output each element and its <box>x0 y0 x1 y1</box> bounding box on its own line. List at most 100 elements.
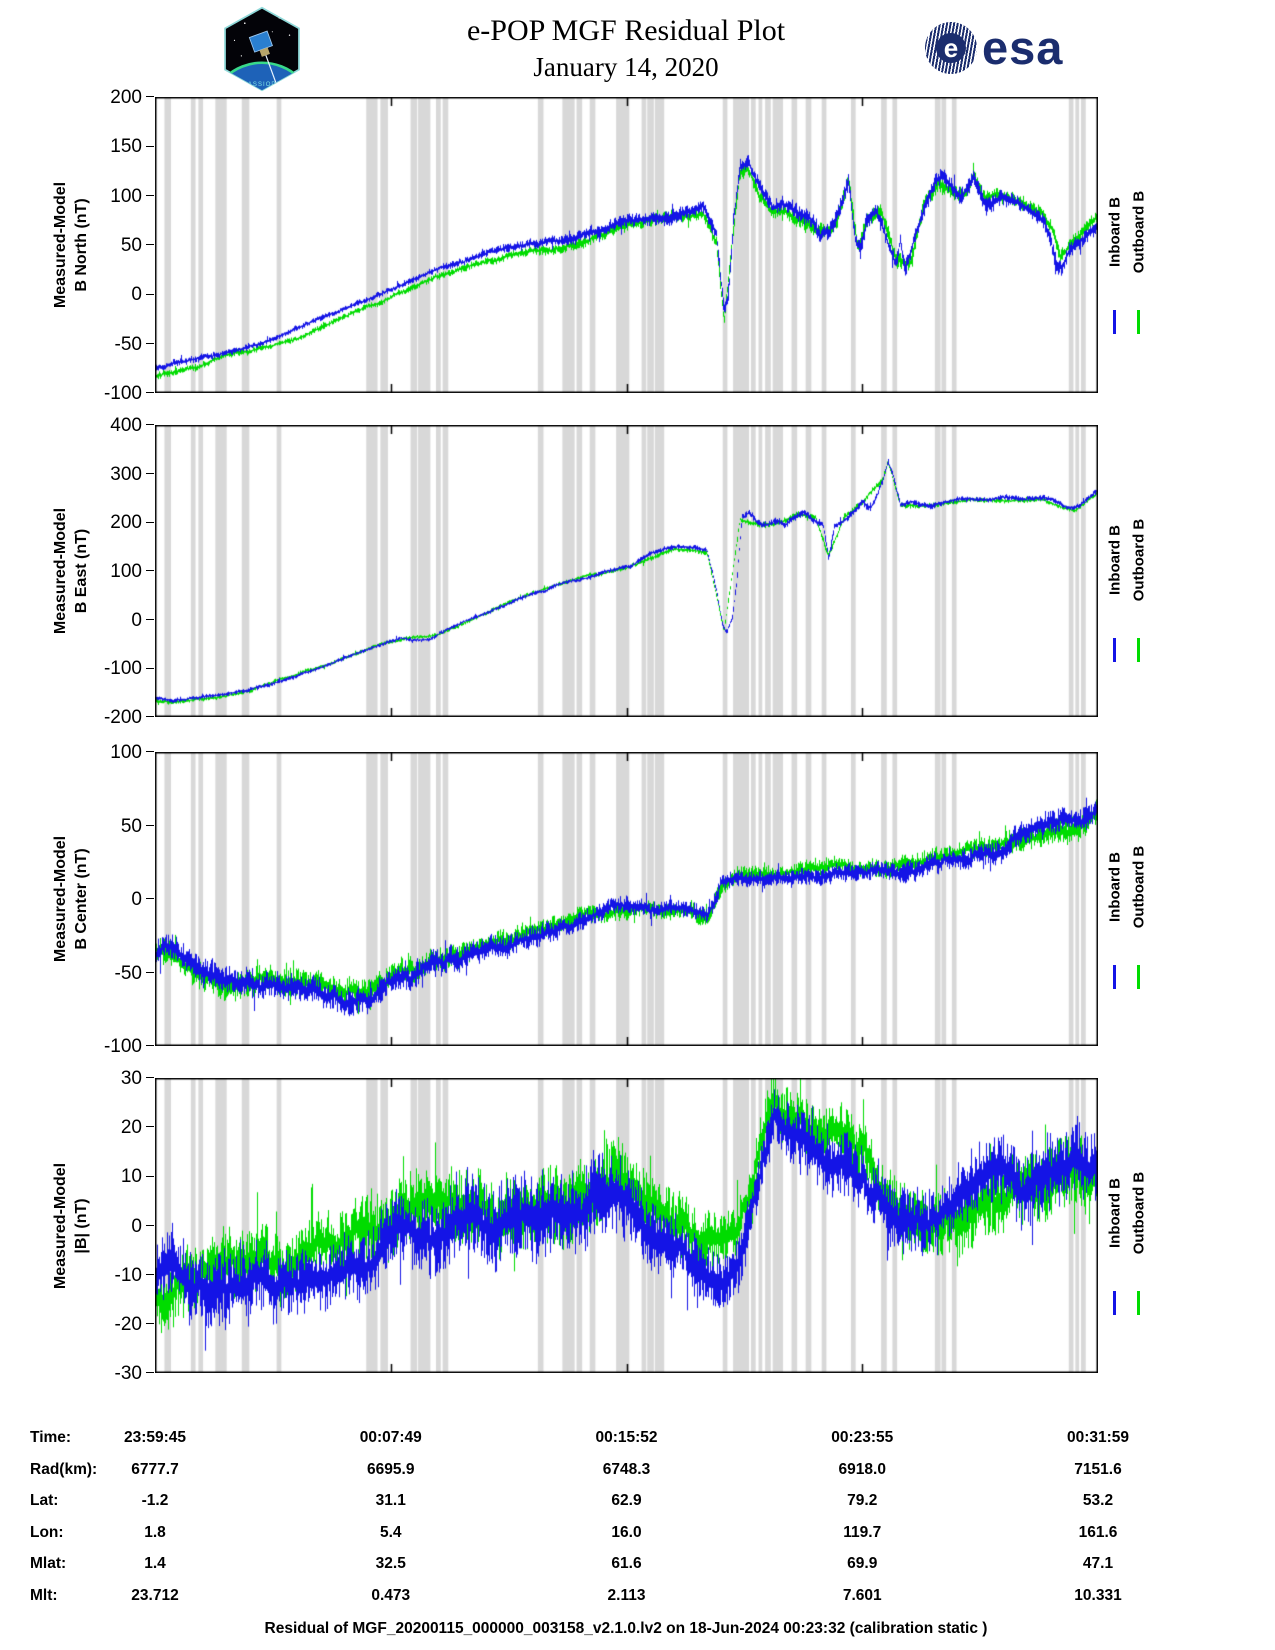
y-tick-mark <box>146 145 154 147</box>
table-cell: 53.2 <box>1082 1492 1114 1509</box>
y-tick-label: 100 <box>110 561 142 582</box>
y-tick-label: 0 <box>131 609 142 631</box>
y-tick-mark <box>146 1175 154 1177</box>
panel-b-center <box>155 752 1098 1046</box>
y-tick-mark <box>146 244 154 246</box>
table-cell: 69.9 <box>847 1555 878 1572</box>
table-cell: 1.8 <box>144 1523 166 1541</box>
y-tick-mark <box>146 1323 154 1325</box>
ylabel-line: Measured-Model <box>52 1162 70 1290</box>
y-tick-mark <box>146 1273 154 1275</box>
legend-inboard-label: Inboard B <box>1106 852 1124 922</box>
y-tick-mark <box>146 824 154 826</box>
patch-satellite <box>248 30 277 84</box>
ylabel-line: Measured-Model <box>52 507 70 635</box>
table-row-label: Lon: <box>30 1523 64 1541</box>
y-tick-mark <box>146 342 154 344</box>
table-cell: 5.4 <box>379 1523 402 1541</box>
table-cell: 119.7 <box>843 1523 882 1541</box>
legend-inboard-marker <box>1113 638 1116 662</box>
legend-outboard-marker <box>1137 965 1140 989</box>
table-cell: 00:07:49 <box>359 1429 422 1446</box>
y-tick-label: 30 <box>120 1068 142 1089</box>
y-tick-mark <box>146 1224 154 1226</box>
esa-logo: e esa <box>920 20 1080 80</box>
table-cell: 7151.6 <box>1074 1460 1122 1478</box>
legend-outboard-marker <box>1137 310 1140 334</box>
table-cell: 10.331 <box>1074 1586 1122 1604</box>
panel-b-magnitude-canvas <box>155 1078 1098 1373</box>
legend-outboard-marker <box>1137 1291 1140 1315</box>
panel-b-magnitude <box>155 1078 1098 1373</box>
y-tick-label: 200 <box>110 512 142 534</box>
legend-panel-4: Inboard B Outboard B <box>1098 1078 1160 1333</box>
table-cell: 23:59:45 <box>123 1429 187 1446</box>
y-tick-label: -50 <box>114 333 142 355</box>
panel-b-east-canvas <box>155 425 1098 717</box>
y-tick-label: 100 <box>110 742 142 763</box>
table-row-label: Rad(km): <box>30 1460 98 1478</box>
table-cell: 47.1 <box>1082 1555 1114 1572</box>
y-tick-mark <box>146 716 154 718</box>
y-tick-label: 400 <box>110 415 142 436</box>
y-tick-mark <box>146 293 154 295</box>
cassiope-mission-patch: CASSIOPE <box>224 6 300 92</box>
y-tick-mark <box>146 472 154 474</box>
y-tick-label: -10 <box>114 1264 142 1286</box>
legend-panel-1: Inboard B Outboard B <box>1098 97 1160 352</box>
y-tick-mark <box>146 424 154 426</box>
table-cell: 6748.3 <box>602 1460 651 1478</box>
y-tick-mark <box>146 96 154 98</box>
panel-b-north-canvas <box>155 97 1098 393</box>
ylabel-line: Measured-Model <box>52 181 70 309</box>
table-cell: 00:15:52 <box>595 1429 658 1446</box>
esa-wordmark: esa <box>982 21 1064 74</box>
patch-aurora <box>225 61 299 91</box>
table-cell: 6918.0 <box>838 1460 886 1478</box>
y-tick-label: 150 <box>110 136 142 158</box>
legend-outboard-label: Outboard B <box>1130 190 1148 274</box>
y-tick-mark <box>146 971 154 973</box>
patch-label: CASSIOPE <box>242 82 281 88</box>
legend-outboard-label: Outboard B <box>1130 518 1148 602</box>
y-tick-mark <box>146 898 154 900</box>
title-block: e-POP MGF Residual Plot January 14, 2020 <box>467 14 785 83</box>
panel-b-north <box>155 97 1098 393</box>
panel-b-east <box>155 425 1098 717</box>
legend-panel-2: Inboard B Outboard B <box>1098 425 1160 680</box>
y-tick-mark <box>146 618 154 620</box>
table-cell: 6777.7 <box>131 1460 179 1478</box>
y-tick-mark <box>146 1077 154 1079</box>
y-tick-label: -20 <box>114 1313 142 1335</box>
y-tick-label: -50 <box>114 962 142 984</box>
table-cell: 32.5 <box>375 1555 406 1572</box>
table-cell: 16.0 <box>611 1523 642 1541</box>
y-tick-mark <box>146 1126 154 1128</box>
legend-outboard-label: Outboard B <box>1130 1171 1148 1255</box>
y-tick-label: 300 <box>110 463 142 485</box>
y-tick-mark <box>146 392 154 394</box>
legend-inboard-label: Inboard B <box>1106 525 1124 595</box>
table-cell: 79.2 <box>847 1492 878 1509</box>
legend-inboard-label: Inboard B <box>1106 1178 1124 1248</box>
y-tick-label: -100 <box>103 383 142 404</box>
table-cell: 23.712 <box>131 1586 179 1604</box>
table-cell: 2.113 <box>607 1586 646 1604</box>
page-title: e-POP MGF Residual Plot <box>466 14 786 47</box>
legend-inboard-label: Inboard B <box>1106 197 1124 267</box>
y-tick-label: 0 <box>131 1215 142 1237</box>
y-tick-label: -30 <box>114 1363 142 1384</box>
y-tick-mark <box>146 521 154 523</box>
y-tick-mark <box>146 751 154 753</box>
y-tick-mark <box>146 1372 154 1374</box>
y-tick-mark <box>146 570 154 572</box>
esa-globe-icon: e <box>925 22 977 74</box>
y-tick-mark <box>146 667 154 669</box>
y-tick-label: 0 <box>131 284 142 306</box>
footer-caption: Residual of MGF_20200115_000000_003158_v… <box>264 1620 988 1637</box>
table-row-label: Lat: <box>30 1492 59 1509</box>
y-tick-label: -100 <box>103 658 142 680</box>
y-tick-label: 50 <box>120 815 142 837</box>
table-cell: 31.1 <box>375 1492 406 1509</box>
